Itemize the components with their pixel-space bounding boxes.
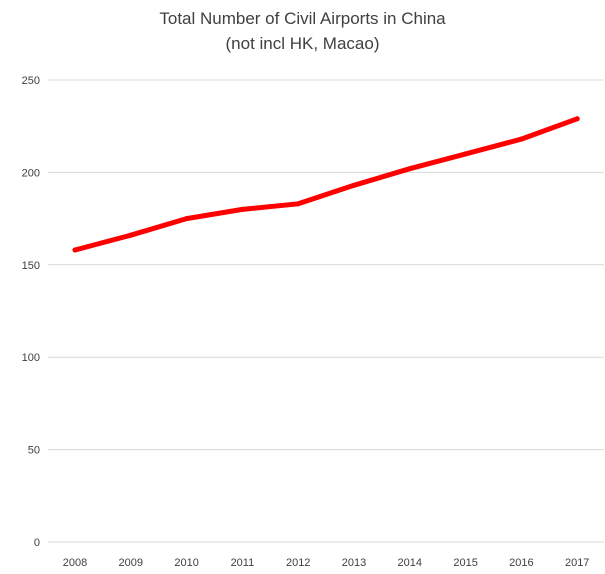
data-point-2014 <box>407 166 413 172</box>
y-tick-label: 50 <box>28 445 40 457</box>
x-tick-label: 2014 <box>398 557 422 569</box>
data-point-2008 <box>72 247 78 253</box>
y-tick-label: 0 <box>34 537 40 549</box>
data-point-2017 <box>574 116 580 122</box>
data-point-2009 <box>128 232 134 238</box>
x-tick-label: 2013 <box>342 557 366 569</box>
x-tick-label: 2008 <box>63 557 87 569</box>
x-tick-label: 2015 <box>453 557 477 569</box>
data-point-2015 <box>463 151 469 157</box>
x-tick-label: 2009 <box>119 557 143 569</box>
data-point-2016 <box>518 136 524 142</box>
data-point-2012 <box>295 201 301 207</box>
x-tick-label: 2016 <box>509 557 533 569</box>
x-tick-label: 2010 <box>174 557 198 569</box>
chart-subtitle: (not incl HK, Macao) <box>225 34 380 53</box>
chart-title: Total Number of Civil Airports in China <box>159 9 446 28</box>
x-tick-label: 2011 <box>231 557 255 569</box>
series-line <box>72 116 580 253</box>
data-point-2011 <box>239 206 245 212</box>
x-tick-label: 2012 <box>286 557 310 569</box>
y-tick-label: 200 <box>22 167 40 179</box>
y-tick-label: 150 <box>22 260 40 272</box>
data-point-2010 <box>184 216 190 222</box>
x-tick-label: 2017 <box>565 557 589 569</box>
y-tick-label: 250 <box>22 75 40 87</box>
data-point-2013 <box>351 182 357 188</box>
y-tick-label: 100 <box>22 352 40 364</box>
